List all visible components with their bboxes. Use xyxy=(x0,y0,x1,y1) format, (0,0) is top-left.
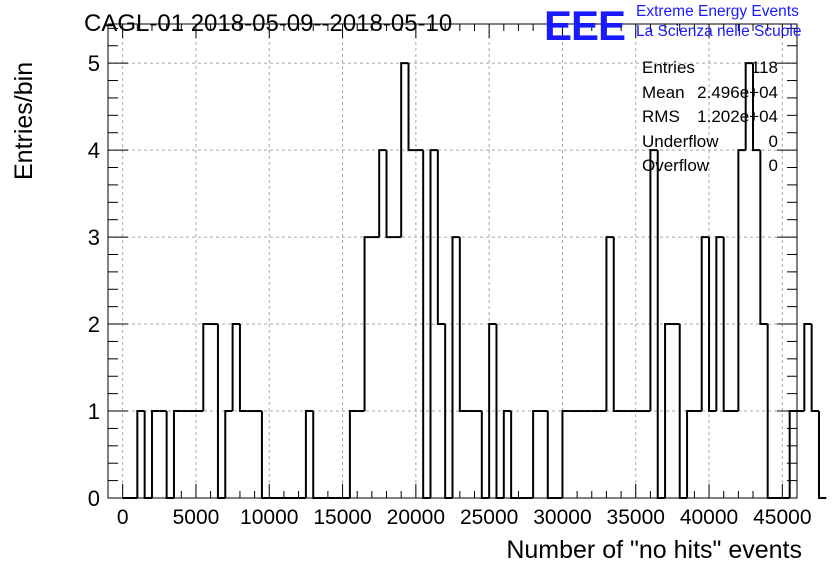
histogram-bin xyxy=(510,411,519,499)
stats-value: 118 xyxy=(750,58,778,77)
y-tick-label: 2 xyxy=(88,312,100,337)
histogram-bin xyxy=(546,411,556,499)
histogram-bin xyxy=(561,410,570,498)
histogram-bin xyxy=(649,149,658,412)
histogram-bin xyxy=(429,149,438,498)
histogram-bin xyxy=(165,411,174,499)
histogram-bin xyxy=(238,324,248,413)
stats-value: 1.202e+04 xyxy=(697,107,778,126)
histogram-bin xyxy=(803,323,812,412)
x-tick-label: 15000 xyxy=(313,506,371,529)
stats-value: 0 xyxy=(768,156,778,175)
histogram-bin xyxy=(378,149,387,238)
histogram-bin xyxy=(224,410,233,498)
histogram-bin xyxy=(532,410,541,498)
histogram-bin xyxy=(143,411,152,499)
histogram-bin xyxy=(752,63,761,152)
histogram-bin xyxy=(480,411,490,499)
histogram-bin xyxy=(407,63,416,152)
stats-key: Mean xyxy=(642,82,685,102)
y-tick-label: 5 xyxy=(88,51,100,76)
y-tick-label: 4 xyxy=(88,138,100,163)
stats-value: 2.496e+04 xyxy=(697,82,778,102)
histogram-bin xyxy=(385,150,394,239)
y-tick-label: 0 xyxy=(88,486,100,511)
eee-logo: EEE xyxy=(544,2,626,49)
histogram-bin xyxy=(759,150,768,326)
histogram-bin xyxy=(700,236,710,412)
histogram-bin xyxy=(708,237,717,413)
plot-frame xyxy=(107,23,798,499)
histogram-bin xyxy=(304,410,314,498)
histogram-bin xyxy=(348,410,358,498)
stats-box: Entries 118 Mean 2.496e+04 RMS 1.202e+04 Un… xyxy=(642,58,778,181)
x-tick-label: 30000 xyxy=(533,506,591,529)
histogram-bin xyxy=(817,411,827,499)
axes: 0 5000 10000 15000 20000 25000 30000 35000 40000… xyxy=(88,23,812,529)
stats-key: Overflow xyxy=(642,156,710,175)
histogram-bin xyxy=(737,149,746,412)
stats-key: RMS xyxy=(642,107,680,126)
histogram-bin xyxy=(722,237,732,413)
histogram-bin xyxy=(400,62,409,238)
histogram-bin xyxy=(744,62,754,151)
chart-title: CAGL-01 2018-05-09--2018-05-10 xyxy=(84,10,453,37)
x-tick-label: 10000 xyxy=(240,506,298,529)
stats-row-underflow: Underflow 0 xyxy=(642,132,778,157)
histogram-bin xyxy=(788,410,797,498)
histogram-bin xyxy=(363,236,372,412)
histogram-bin xyxy=(136,410,145,498)
stats-row-rms: RMS 1.202e+04 xyxy=(642,107,778,132)
histogram-bin xyxy=(436,150,446,326)
x-tick-label: 40000 xyxy=(680,506,738,529)
stats-row-mean: Mean 2.496e+04 xyxy=(642,83,778,108)
logo-line-1: Extreme Energy Events xyxy=(636,3,799,20)
histogram-bin xyxy=(488,323,497,498)
histogram-bin xyxy=(231,323,240,412)
y-tick-label: 3 xyxy=(88,225,100,250)
histogram-bin xyxy=(502,410,512,498)
histogram-bin xyxy=(664,323,673,498)
histogram-bin xyxy=(605,236,614,412)
histogram-bin xyxy=(260,411,270,499)
stats-key: Underflow xyxy=(642,131,719,151)
histogram-bin xyxy=(172,410,182,498)
stats-key: Entries xyxy=(642,58,695,77)
histogram-bin xyxy=(150,410,160,498)
x-tick-label: 5000 xyxy=(173,506,220,529)
histogram-bin xyxy=(686,410,695,498)
x-tick-label: 35000 xyxy=(607,506,665,529)
histogram-bin xyxy=(458,237,468,413)
histogram-bin xyxy=(202,323,211,412)
x-tick-label: 45000 xyxy=(753,506,811,529)
logo-line-2: La Scienza nelle Scuole xyxy=(636,23,802,40)
histogram-bin xyxy=(312,411,321,499)
stats-row-entries: Entries 118 xyxy=(642,58,778,83)
histogram-bin xyxy=(451,236,460,498)
histogram-bin xyxy=(612,237,622,413)
y-tick-label: 1 xyxy=(88,399,100,424)
histogram-bin xyxy=(810,324,819,413)
x-tick-label: 0 xyxy=(117,506,129,529)
stats-row-overflow: Overflow 0 xyxy=(642,156,778,181)
x-tick-label: 25000 xyxy=(460,506,518,529)
histogram-bin xyxy=(715,236,724,412)
stats-value: 0 xyxy=(768,131,778,151)
y-axis-label: Entries/bin xyxy=(10,61,38,180)
x-axis-label: Number of "no hits" events xyxy=(506,536,802,564)
x-tick-label: 20000 xyxy=(387,506,445,529)
